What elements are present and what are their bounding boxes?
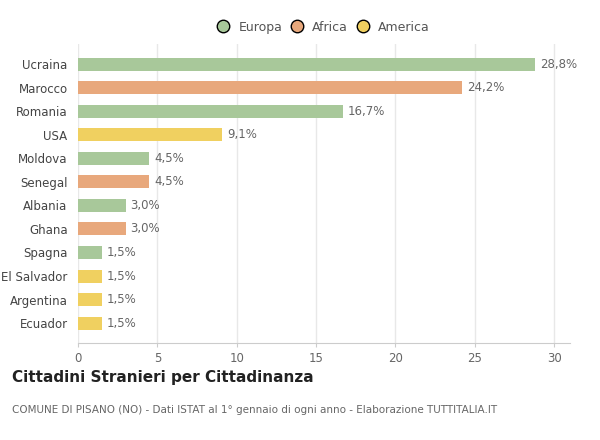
Bar (78, 270, 102, 282)
Legend: Europa, Africa, America: Europa, Africa, America (212, 15, 436, 40)
Bar (78, 199, 125, 212)
Bar (78, 58, 535, 70)
Text: 24,2%: 24,2% (467, 81, 504, 94)
Text: 1,5%: 1,5% (107, 317, 136, 330)
Text: 16,7%: 16,7% (348, 105, 385, 117)
Bar (78, 176, 149, 188)
Bar (78, 81, 462, 94)
Text: 3,0%: 3,0% (130, 199, 160, 212)
Text: 28,8%: 28,8% (540, 58, 577, 70)
Text: 1,5%: 1,5% (107, 246, 136, 259)
Bar (78, 317, 102, 330)
Text: 4,5%: 4,5% (154, 152, 184, 165)
Bar (78, 128, 223, 141)
Text: 1,5%: 1,5% (107, 293, 136, 306)
Bar (78, 105, 343, 117)
Bar (78, 223, 125, 235)
Text: Cittadini Stranieri per Cittadinanza: Cittadini Stranieri per Cittadinanza (12, 370, 314, 385)
Text: 4,5%: 4,5% (154, 175, 184, 188)
Bar (78, 293, 102, 306)
Text: 3,0%: 3,0% (130, 223, 160, 235)
Bar (78, 152, 149, 165)
Text: 1,5%: 1,5% (107, 270, 136, 282)
Text: COMUNE DI PISANO (NO) - Dati ISTAT al 1° gennaio di ogni anno - Elaborazione TUT: COMUNE DI PISANO (NO) - Dati ISTAT al 1°… (12, 405, 497, 415)
Text: 9,1%: 9,1% (227, 128, 257, 141)
Bar (78, 246, 102, 259)
